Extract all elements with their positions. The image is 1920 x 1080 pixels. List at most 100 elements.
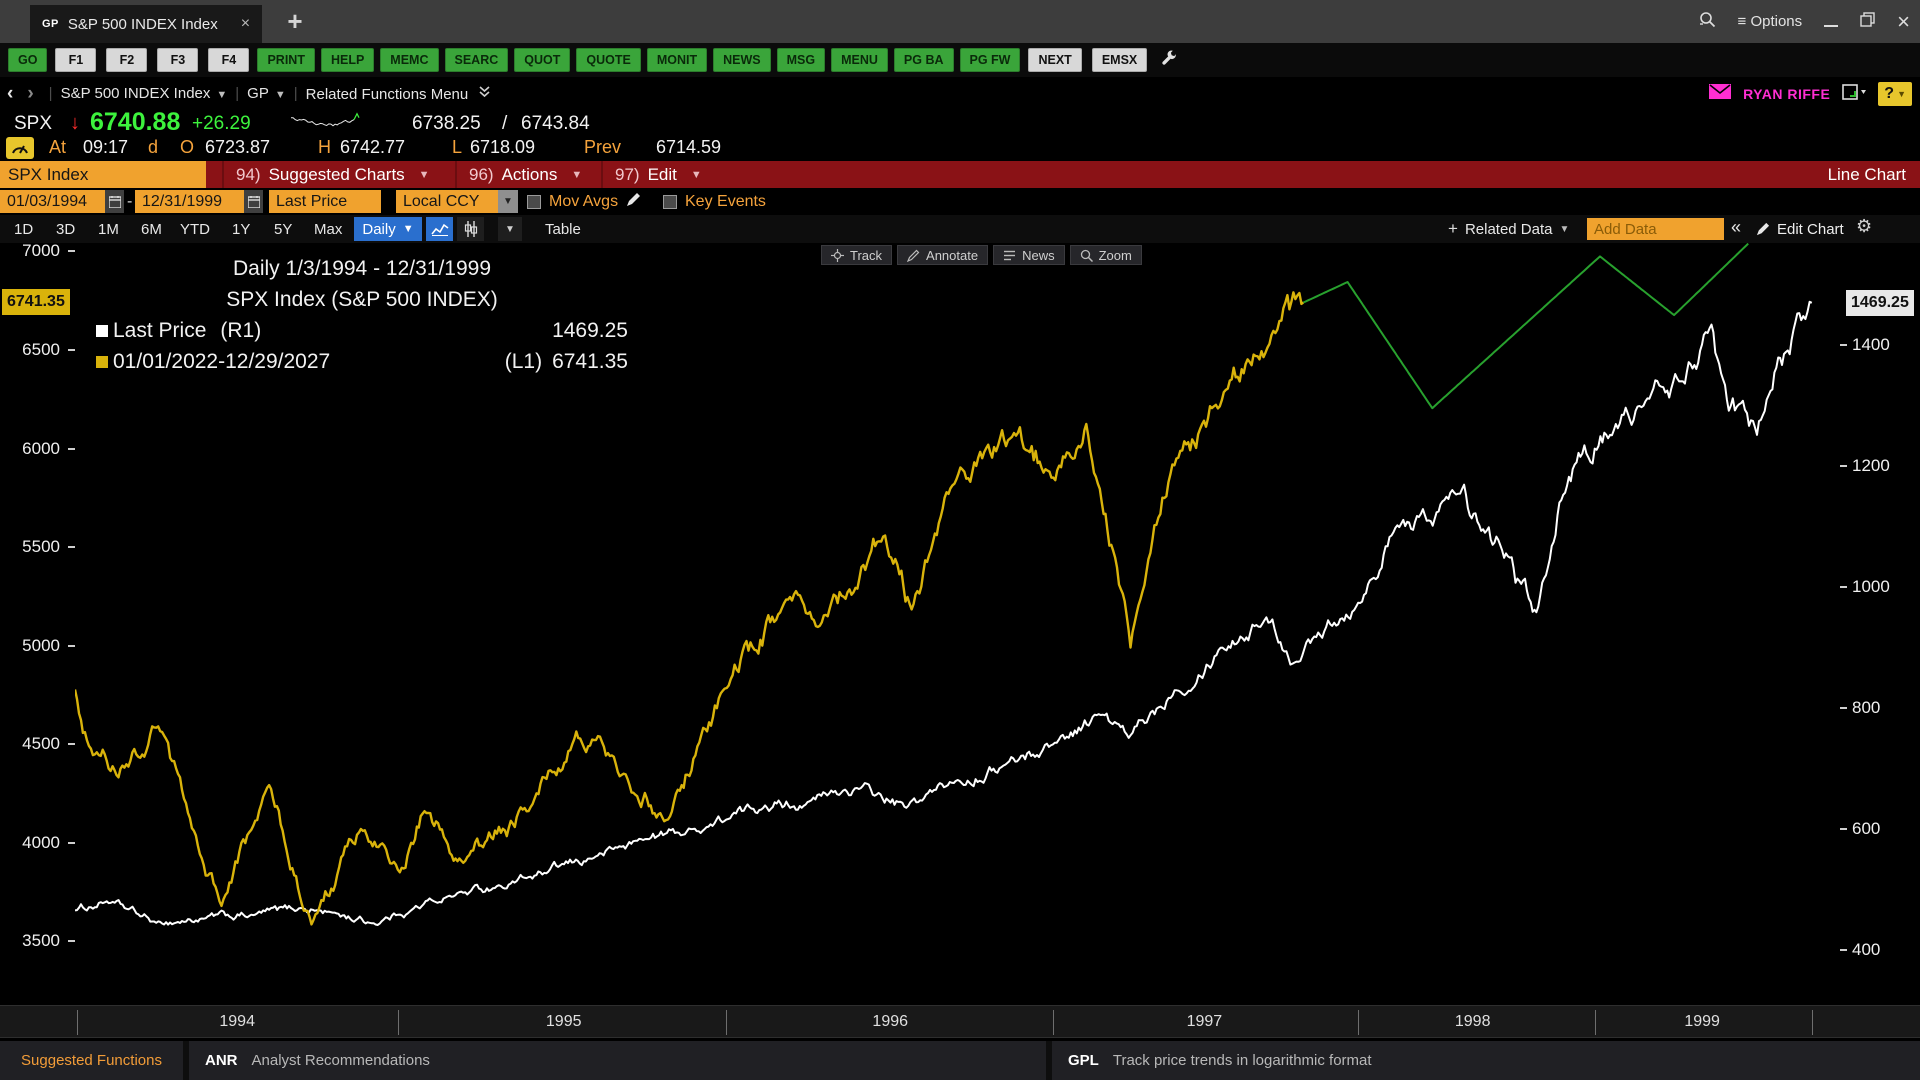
forward-arrow-icon[interactable]: › <box>27 82 34 104</box>
range-button-1d[interactable]: 1D <box>14 220 34 238</box>
line-chart-icon[interactable] <box>426 217 453 241</box>
suggested-function-gpl[interactable]: GPL Track price trends in logarithmic fo… <box>1068 1052 1372 1069</box>
annotate-button[interactable]: Annotate <box>897 245 989 265</box>
export-window-icon[interactable] <box>1842 83 1867 104</box>
zoom-button[interactable]: Zoom <box>1069 245 1142 265</box>
toolbar-button-quot[interactable]: QUOT <box>514 48 571 72</box>
toolbar-button-f1[interactable]: F1 <box>55 48 97 72</box>
price-field-selector[interactable]: Last Price <box>269 190 381 213</box>
toolbar-button-next[interactable]: NEXT <box>1028 48 1082 72</box>
window-controls: ≡ Options × <box>1699 0 1910 43</box>
toolbar-button-memc[interactable]: MEMC <box>380 48 439 72</box>
toolbar-button-f2[interactable]: F2 <box>106 48 148 72</box>
right-axis-tick <box>1840 707 1847 710</box>
series-last-price <box>75 300 1813 926</box>
collapse-panel-button[interactable]: « <box>1731 217 1742 237</box>
market-status-gauge-icon <box>6 137 34 159</box>
x-axis-tick <box>1358 1010 1360 1035</box>
ask-price: 6743.84 <box>521 113 590 134</box>
right-axis-tick <box>1840 949 1847 952</box>
table-button[interactable]: Table <box>545 220 581 238</box>
related-data-button[interactable]: + Related Data ▼ <box>1448 219 1570 238</box>
edit-chart-button[interactable]: Edit Chart <box>1756 217 1844 241</box>
left-axis-tick-label: 6000 <box>22 438 60 458</box>
wrench-icon[interactable] <box>1161 50 1177 71</box>
toolbar-button-searc[interactable]: SEARC <box>444 48 509 72</box>
toolbar-button-news[interactable]: NEWS <box>713 48 771 72</box>
track-button[interactable]: Track <box>821 245 893 265</box>
search-icon[interactable] <box>1699 11 1716 33</box>
legend-row: 01/01/2022-12/29/2027 (L1) 6741.35 <box>96 346 628 377</box>
user-name: RYAN RIFFE <box>1743 85 1831 102</box>
currency-selector[interactable]: Local CCY <box>396 190 498 213</box>
toolbar-button-quote[interactable]: QUOTE <box>576 48 641 72</box>
x-axis-tick <box>1594 1010 1596 1035</box>
mov-avgs-checkbox[interactable] <box>527 194 541 209</box>
chevron-down-icon[interactable]: ▼ <box>498 190 518 213</box>
range-button-1y[interactable]: 1Y <box>232 220 251 238</box>
toolbar-button-print[interactable]: PRINT <box>257 48 315 72</box>
calendar-icon[interactable] <box>244 190 263 213</box>
tab-close-icon[interactable]: × <box>240 15 251 32</box>
toolbar-button-f4[interactable]: F4 <box>208 48 250 72</box>
date-to-field[interactable]: 12/31/1999 <box>135 190 244 213</box>
candlestick-icon[interactable] <box>457 217 484 241</box>
options-button[interactable]: ≡ Options <box>1737 13 1803 30</box>
date-from-field[interactable]: 01/03/1994 <box>0 190 105 213</box>
range-button-ytd[interactable]: YTD <box>180 220 210 238</box>
range-button-3d[interactable]: 3D <box>56 220 76 238</box>
related-functions-menu[interactable]: Related Functions Menu <box>306 85 492 103</box>
suggested-charts-menu[interactable]: 94) Suggested Charts ▼ <box>222 161 442 188</box>
toolbar-button-pg-ba[interactable]: PG BA <box>893 48 954 72</box>
range-button-5y[interactable]: 5Y <box>274 220 293 238</box>
toolbar-button-monit[interactable]: MONIT <box>646 48 708 72</box>
key-events-label: Key Events <box>685 192 766 210</box>
minimize-icon[interactable] <box>1824 24 1839 27</box>
help-button[interactable]: ? ▼ <box>1878 81 1912 106</box>
chart-area[interactable]: Track Annotate News Zoom Daily 1/3/1994 … <box>0 241 1920 1005</box>
x-axis-year-label: 1998 <box>1454 1013 1491 1030</box>
bid-price: 6738.25 <box>412 113 481 134</box>
toolbar-button-pg-fw[interactable]: PG FW <box>959 48 1021 72</box>
add-data-input[interactable] <box>1587 218 1724 240</box>
toolbar-button-msg[interactable]: MSG <box>776 48 826 72</box>
back-arrow-icon[interactable]: ‹ <box>7 82 14 104</box>
toolbar-button-go[interactable]: GO <box>8 48 48 72</box>
low-label: L <box>452 137 463 157</box>
security-selector[interactable]: S&P 500 INDEX Index ▼ <box>60 85 228 102</box>
toolbar-button-help[interactable]: HELP <box>320 48 375 72</box>
range-button-6m[interactable]: 6M <box>141 220 162 238</box>
function-selector[interactable]: GP ▼ <box>247 85 286 102</box>
edit-menu[interactable]: 97) Edit ▼ <box>601 161 714 188</box>
high-price: 6742.77 <box>340 137 406 157</box>
close-icon[interactable]: × <box>1897 8 1910 34</box>
x-axis-tick <box>397 1010 399 1035</box>
right-axis-tick-label: 400 <box>1852 940 1881 960</box>
suggested-function-anr[interactable]: ANR Analyst Recommendations <box>205 1052 430 1069</box>
toolbar-button-f3[interactable]: F3 <box>157 48 199 72</box>
x-axis-year-label: 1994 <box>219 1013 255 1030</box>
frequency-selector[interactable]: Daily ▼ <box>354 217 422 241</box>
restore-icon[interactable] <box>1860 11 1875 32</box>
calendar-icon[interactable] <box>105 190 124 213</box>
security-input[interactable]: SPX Index <box>0 161 206 188</box>
legend-value: 6741.35 <box>552 350 628 373</box>
message-envelope-icon[interactable] <box>1709 84 1732 103</box>
range-button-1m[interactable]: 1M <box>98 220 119 238</box>
chart-toolbar: Track Annotate News Zoom <box>821 245 1142 265</box>
pencil-icon[interactable] <box>626 192 641 212</box>
key-events-checkbox[interactable] <box>663 194 677 209</box>
legend-value: 1469.25 <box>552 319 628 342</box>
new-tab-button[interactable]: + <box>287 6 303 36</box>
terminal-tab[interactable]: GP S&P 500 INDEX Index × <box>30 5 263 43</box>
left-axis-tick <box>68 644 75 647</box>
quote-line-2: At 09:17 d O 6723.87 H 6742.77 L 6718.09… <box>0 137 1920 161</box>
range-button-max[interactable]: Max <box>314 220 343 238</box>
actions-menu[interactable]: 96) Actions ▼ <box>455 161 594 188</box>
toolbar-button-menu[interactable]: MENU <box>831 48 888 72</box>
toolbar-button-emsx[interactable]: EMSX <box>1091 48 1148 72</box>
chart-type-dropdown[interactable]: ▼ <box>498 217 522 241</box>
news-button[interactable]: News <box>993 245 1065 265</box>
chart-settings-gear-icon[interactable]: ⚙ <box>1856 216 1873 236</box>
price-sparkline <box>290 111 361 140</box>
